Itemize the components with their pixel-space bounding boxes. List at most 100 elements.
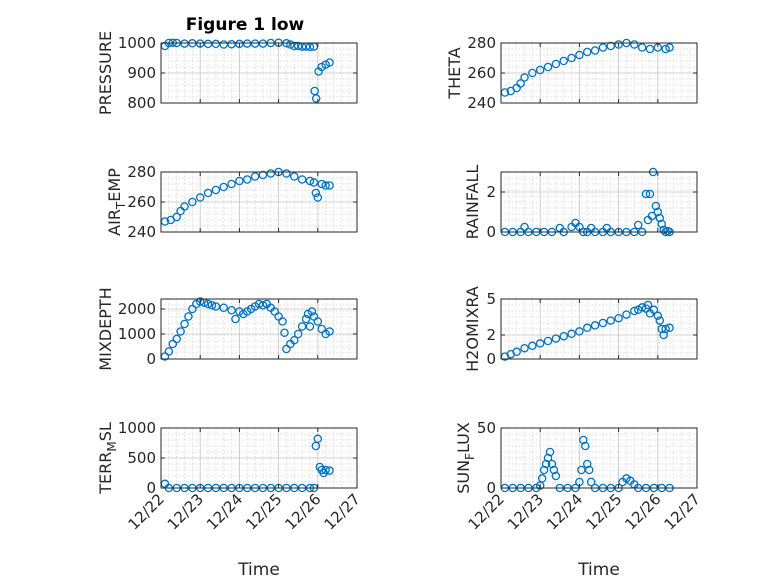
- data-point: [231, 314, 240, 324]
- data-point: [321, 465, 330, 475]
- data-point: [614, 313, 623, 323]
- data-point: [655, 213, 665, 223]
- data-point: [211, 39, 221, 49]
- y-axis-label: PRESSURE: [96, 31, 115, 115]
- data-point: [579, 435, 588, 445]
- figure-title: Figure 1 low: [186, 15, 305, 35]
- data-point: [180, 319, 189, 329]
- data-point: [311, 188, 321, 198]
- data-point: [551, 471, 561, 481]
- data-point: [520, 73, 529, 82]
- y-tick-label: 240: [467, 94, 496, 112]
- y-tick-label: 0: [486, 350, 496, 368]
- y-tick-label: 500: [127, 449, 156, 467]
- data-point: [282, 169, 291, 178]
- axes-box: [160, 298, 358, 360]
- data-point: [582, 459, 592, 469]
- data-point: [293, 41, 303, 51]
- y-axis-label: THETA: [445, 47, 464, 99]
- data-point: [325, 466, 334, 475]
- data-point: [258, 300, 268, 310]
- data-point: [290, 172, 299, 181]
- data-point: [258, 39, 268, 48]
- y-tick-label: 1000: [118, 34, 156, 52]
- data-point: [235, 39, 244, 49]
- data-point: [575, 327, 584, 336]
- data-point: [180, 202, 189, 211]
- data-point: [311, 94, 321, 103]
- y-tick-label: 280: [127, 163, 156, 181]
- data-point: [582, 47, 592, 57]
- y-axis-label: TERRMSL: [96, 422, 119, 495]
- data-point: [630, 306, 639, 316]
- data-point: [659, 330, 668, 340]
- x-axis-label: Time: [577, 560, 620, 580]
- data-point: [559, 56, 568, 66]
- data-point: [543, 336, 553, 346]
- data-point: [551, 334, 561, 343]
- data-point: [661, 44, 670, 54]
- data-point: [655, 316, 665, 325]
- data-point: [305, 322, 315, 331]
- y-axis-label: AIRTEMP: [105, 168, 128, 236]
- data-point: [545, 447, 555, 457]
- y-tick-label: 2: [486, 183, 496, 201]
- data-point: [559, 331, 568, 341]
- data-point: [661, 324, 670, 334]
- data-point: [172, 334, 181, 344]
- data-point: [584, 465, 594, 475]
- data-point: [567, 53, 576, 63]
- y-tick-label: 280: [467, 34, 496, 52]
- data-point: [551, 59, 561, 69]
- data-point: [258, 170, 268, 180]
- y-tick-label: 2: [486, 326, 496, 344]
- data-point: [325, 327, 334, 336]
- data-point: [297, 175, 307, 184]
- y-tick-label: 260: [127, 193, 156, 211]
- data-point: [219, 40, 228, 49]
- data-point: [227, 305, 236, 315]
- data-point: [598, 43, 608, 52]
- data-point: [325, 58, 334, 67]
- data-point: [633, 220, 643, 230]
- data-point: [657, 324, 666, 334]
- data-point: [590, 321, 600, 330]
- data-point: [180, 39, 189, 48]
- data-point: [651, 201, 661, 211]
- data-point: [293, 329, 303, 339]
- y-tick-label: 0: [486, 223, 496, 241]
- y-tick-label: 1000: [118, 419, 156, 437]
- y-tick-label: 900: [127, 64, 156, 82]
- y-axis-label: SUNFLUX: [454, 422, 477, 494]
- y-tick-label: 5: [486, 290, 496, 308]
- data-point: [313, 193, 323, 202]
- data-point: [313, 434, 323, 444]
- data-point: [543, 453, 553, 463]
- data-point: [211, 302, 221, 311]
- axes-box: [500, 171, 698, 233]
- data-point: [582, 323, 592, 333]
- data-point: [278, 317, 287, 326]
- data-point: [307, 307, 317, 316]
- data-point: [543, 62, 553, 72]
- data-point: [242, 175, 252, 184]
- data-point: [630, 40, 639, 49]
- data-point: [321, 181, 330, 190]
- data-point: [575, 50, 584, 60]
- y-tick-label: 50: [477, 419, 496, 437]
- data-point: [516, 79, 525, 88]
- data-point: [541, 459, 551, 469]
- data-point: [549, 465, 559, 475]
- data-point: [641, 189, 651, 199]
- y-tick-label: 800: [127, 94, 156, 112]
- data-point: [203, 299, 213, 309]
- data-point: [512, 347, 521, 357]
- data-point: [590, 46, 600, 55]
- data-point: [195, 39, 205, 48]
- data-point: [645, 44, 655, 54]
- data-point: [184, 312, 193, 321]
- data-point: [647, 211, 657, 221]
- data-point: [622, 310, 631, 319]
